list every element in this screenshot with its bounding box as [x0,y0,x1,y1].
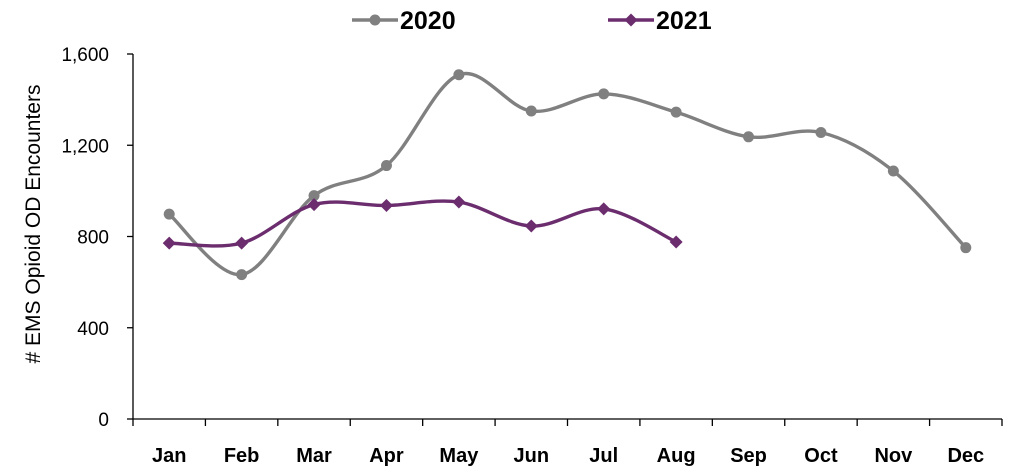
x-tick-label: Sep [730,445,767,467]
legend-marker [370,15,381,26]
x-tick-label: Mar [296,445,332,467]
data-point-2021 [452,196,465,209]
y-axis-label: # EMS Opioid OD Encounters [22,85,45,364]
x-tick-label: Jun [514,445,550,467]
legend-marker [625,14,638,27]
x-tick-label: Nov [874,445,913,467]
data-point-2021 [163,237,176,250]
data-point-2020 [743,131,754,142]
y-tick-label: 0 [98,410,109,431]
data-point-2020 [598,88,609,99]
legend-label: 2021 [656,7,712,35]
data-point-2021 [670,235,683,248]
data-point-2020 [888,166,899,177]
x-tick-label: Jul [589,445,618,467]
data-point-2020 [815,127,826,138]
x-tick-label: Dec [947,445,984,467]
x-tick-label: May [439,445,479,467]
data-point-2021 [380,199,393,212]
series-2020 [164,69,972,280]
y-axis-ticks: 0 400 800 1,200 1,600 [61,45,133,431]
y-tick-label: 1,200 [61,136,109,157]
data-point-2021 [235,237,248,250]
data-point-2020 [960,242,971,253]
x-tick-label: Jan [152,445,186,467]
x-tick-label: Aug [657,445,696,467]
y-tick-label: 800 [77,228,109,249]
legend-item-2021: 2021 [608,7,712,35]
data-point-2020 [671,107,682,118]
x-tick-label: Feb [224,445,260,467]
series-2021 [163,196,683,250]
data-point-2020 [453,69,464,80]
y-tick-label: 1,600 [61,45,109,66]
axes [133,54,1002,419]
data-point-2021 [597,202,610,215]
x-tick-label: Apr [369,445,404,467]
series-layer [163,69,972,280]
data-point-2020 [164,209,175,220]
y-tick-label: 400 [77,319,109,340]
series-line-2020 [169,73,966,274]
legend-label: 2020 [400,7,456,35]
data-point-2020 [381,160,392,171]
data-point-2020 [526,106,537,117]
x-axis-ticks: Jan Feb Mar Apr May Jun Jul Aug Sep Oct Nov Dec [133,419,1002,467]
x-tick-label: Oct [804,445,838,467]
data-point-2020 [236,269,247,280]
legend-item-2020: 2020 [352,7,456,35]
data-point-2021 [525,220,538,233]
legend: 2020 2021 [352,7,712,35]
